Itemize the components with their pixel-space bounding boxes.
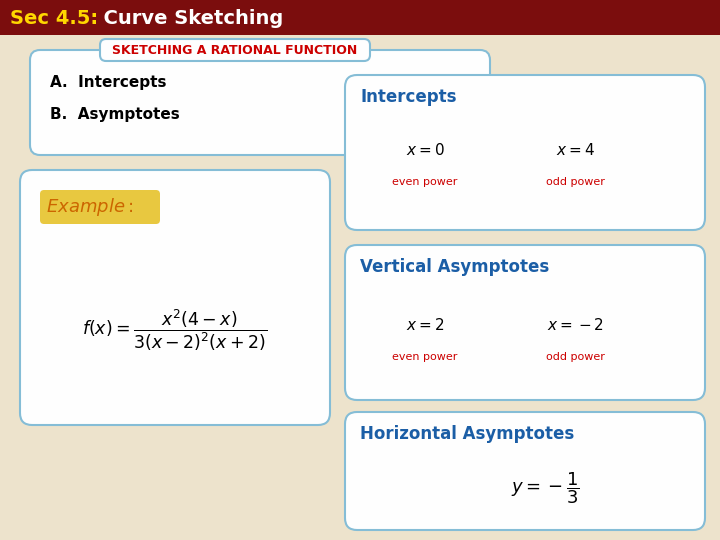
Text: $f(x)=\dfrac{x^{2}(4-x)}{3(x-2)^{2}(x+2)}$: $f(x)=\dfrac{x^{2}(4-x)}{3(x-2)^{2}(x+2)…: [82, 307, 268, 353]
Text: Curve Sketching: Curve Sketching: [90, 9, 283, 28]
FancyBboxPatch shape: [345, 245, 705, 400]
Text: $x=4$: $x=4$: [556, 142, 595, 158]
Text: $x=0$: $x=0$: [405, 142, 444, 158]
FancyBboxPatch shape: [345, 412, 705, 530]
Text: Sec 4.5:: Sec 4.5:: [10, 9, 98, 28]
FancyBboxPatch shape: [20, 170, 330, 425]
Text: Intercepts: Intercepts: [360, 88, 456, 106]
Text: B.  Asymptotes: B. Asymptotes: [50, 107, 180, 123]
Text: SKETCHING A RATIONAL FUNCTION: SKETCHING A RATIONAL FUNCTION: [112, 44, 358, 57]
Text: $y=-\dfrac{1}{3}$: $y=-\dfrac{1}{3}$: [510, 470, 580, 506]
FancyBboxPatch shape: [100, 39, 370, 61]
Text: even power: even power: [392, 177, 458, 187]
FancyBboxPatch shape: [0, 0, 720, 35]
FancyBboxPatch shape: [345, 75, 705, 230]
Text: odd power: odd power: [546, 177, 604, 187]
Text: $x=2$: $x=2$: [406, 317, 444, 333]
Text: A.  Intercepts: A. Intercepts: [50, 76, 166, 91]
Text: $\mathit{Example}$$\mathit{:}$: $\mathit{Example}$$\mathit{:}$: [46, 196, 134, 218]
Text: $x=-2$: $x=-2$: [546, 317, 603, 333]
Text: Vertical Asymptotes: Vertical Asymptotes: [360, 258, 549, 276]
Text: even power: even power: [392, 352, 458, 362]
FancyBboxPatch shape: [40, 190, 160, 224]
FancyBboxPatch shape: [30, 50, 490, 155]
Text: odd power: odd power: [546, 352, 604, 362]
Text: Horizontal Asymptotes: Horizontal Asymptotes: [360, 425, 575, 443]
